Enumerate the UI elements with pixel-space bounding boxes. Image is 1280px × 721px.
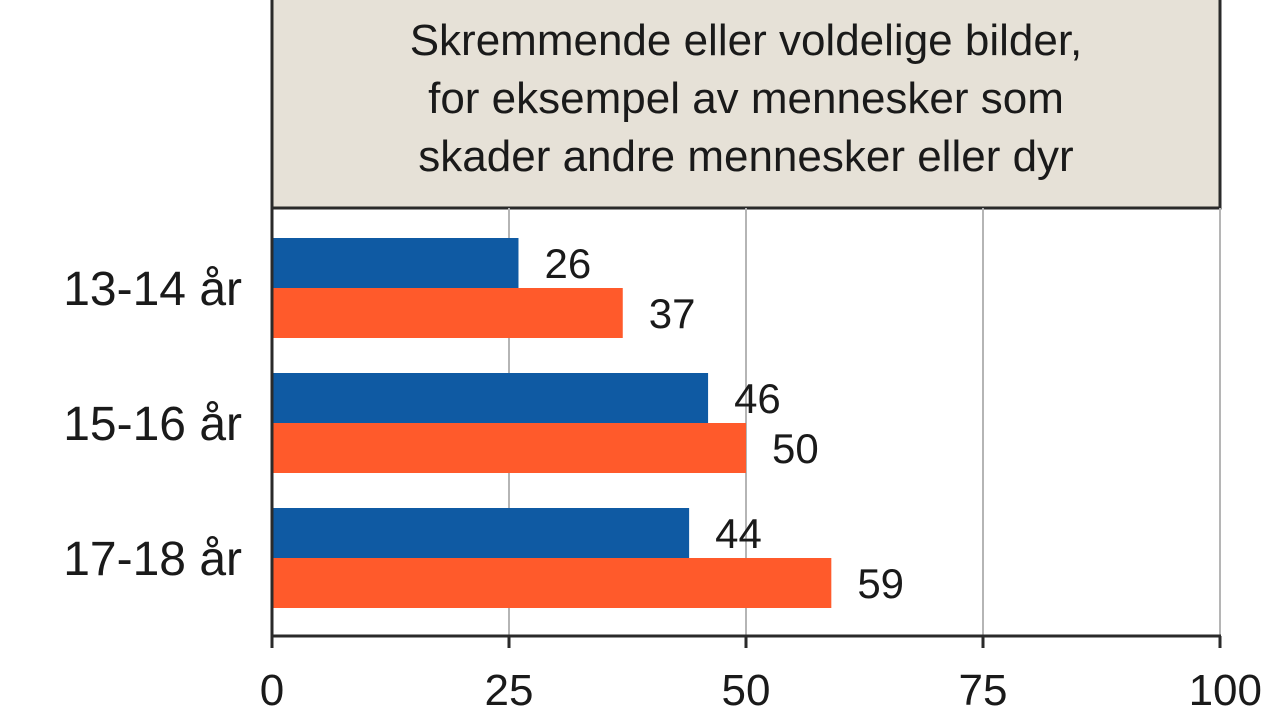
bar-2-series-1 <box>272 373 709 423</box>
bars-group <box>272 238 832 608</box>
chart-title-box: Skremmende eller voldelige bilder, for e… <box>270 0 1222 210</box>
bar-2-series-2 <box>272 423 746 473</box>
data-label-1-series-2: 37 <box>649 290 696 337</box>
category-label-3: 17-18 år <box>63 533 242 586</box>
data-label-3-series-2: 59 <box>857 560 904 607</box>
axes-group <box>270 208 1222 648</box>
category-label-2: 15-16 år <box>63 398 242 451</box>
chart-title-line-1: Skremmende eller voldelige bilder, <box>410 16 1083 65</box>
x-tick-label-0: 0 <box>260 666 284 715</box>
title-box-background <box>270 0 1222 210</box>
data-label-1-series-1: 26 <box>544 240 591 287</box>
x-tick-label-100: 100 <box>1189 666 1262 715</box>
data-label-2-series-1: 46 <box>734 375 781 422</box>
chart-title-line-2: for eksempel av mennesker som <box>428 74 1064 123</box>
bar-3-series-2 <box>272 558 832 608</box>
data-label-3-series-1: 44 <box>715 510 762 557</box>
bar-3-series-1 <box>272 508 690 558</box>
data-label-2-series-2: 50 <box>772 425 819 472</box>
x-tick-label-75: 75 <box>959 666 1008 715</box>
x-tick-label-50: 50 <box>722 666 771 715</box>
x-tick-label-25: 25 <box>485 666 534 715</box>
chart-title-line-3: skader andre mennesker eller dyr <box>418 132 1073 181</box>
category-label-1: 13-14 år <box>63 263 242 316</box>
bar-1-series-2 <box>272 288 623 338</box>
bar-1-series-1 <box>272 238 519 288</box>
